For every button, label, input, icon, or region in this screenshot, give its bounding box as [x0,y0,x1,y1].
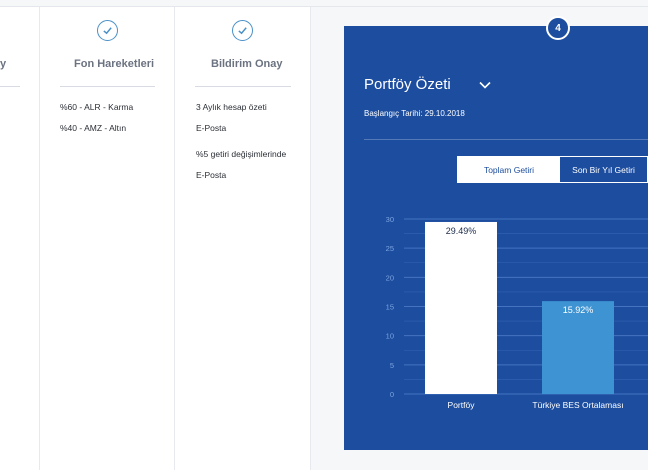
panel-bildirim-onay [175,7,311,470]
card-divider [364,139,648,140]
panel-title-bildirim-onay: Bildirim Onay [211,58,283,70]
return-period-toggle: Toplam Getiri Son Bir Yıl Getiri [457,156,648,183]
start-date: Başlangıç Tarihi: 29.10.2018 [364,109,465,118]
returns-bar-chart: 0 5 10 15 20 25 30 29.49% Portföy 15.92% Türkiye B… [386,215,648,410]
card-title: Portföy Özeti [364,76,451,93]
tab-total-return[interactable]: Toplam Getiri [458,157,560,182]
panel-title-fon-hareketleri: Fon Hareketleri [74,58,155,70]
chevron-down-icon[interactable] [478,80,492,90]
panel-divider [0,86,20,87]
panel-divider [60,86,155,87]
notification-item: E-Posta [196,123,227,133]
check-icon [232,20,253,41]
y-tick-label: 5 [390,361,394,370]
step-badge: 4 [546,16,570,40]
panel-fon-hareketleri [40,7,175,470]
y-tick-label: 30 [386,215,394,224]
x-category-label: Portföy [448,400,476,410]
bar-value-label: 15.92% [563,305,594,315]
tab-last-year-return[interactable]: Son Bir Yıl Getiri [572,164,635,175]
top-border [0,6,648,7]
notification-item: E-Posta [196,170,227,180]
check-icon [97,20,118,41]
bar [425,221,497,394]
y-tick-label: 15 [386,303,394,312]
bar-value-label: 29.49% [446,226,477,236]
fund-item: %40 - AMZ - Altın [60,123,127,133]
panel-title-partial: y [0,58,7,70]
y-tick-label: 0 [390,390,394,399]
panel-step-partial [0,7,40,470]
fund-item: %60 - ALR - Karma [60,102,134,112]
panel-divider [195,86,291,87]
notification-item: 3 Aylık hesap özeti [196,102,267,112]
y-tick-label: 10 [386,332,394,341]
x-category-label: Türkiye BES Ortalaması [532,400,623,410]
bar [542,301,614,394]
notification-item: %5 getiri değişimlerinde [196,149,287,159]
y-tick-label: 20 [386,273,394,282]
y-tick-label: 25 [386,244,394,253]
